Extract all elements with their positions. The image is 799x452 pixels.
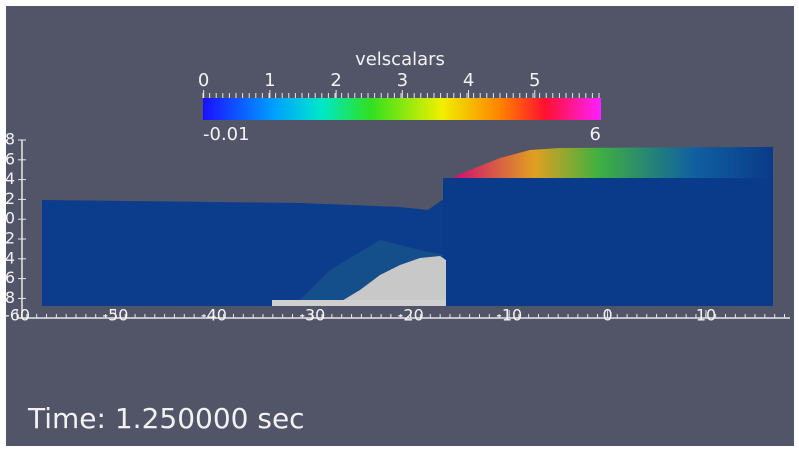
x-tick-label: -50 — [102, 306, 128, 325]
water-right — [443, 178, 773, 306]
x-tick-label: 0 — [602, 306, 612, 325]
x-tick-label: -60 — [4, 306, 30, 325]
y-tick-label: 4 — [5, 169, 15, 188]
x-tick-label: 10 — [696, 306, 716, 325]
y-tick-label: 0 — [5, 209, 15, 228]
y-tick-label: 6 — [5, 149, 15, 168]
y-tick-label: 8 — [5, 130, 15, 149]
x-tick-label: -30 — [299, 306, 325, 325]
colorbar-title: velscalars — [355, 49, 445, 70]
x-tick-label: -20 — [398, 306, 424, 325]
time-label: Time: 1.250000 sec — [27, 402, 305, 435]
colorbar-tick-label: 0 — [198, 70, 209, 91]
colorbar-max-label: 6 — [590, 124, 601, 145]
colorbar-tick-label: 2 — [330, 70, 341, 91]
colorbar-tick-label: 5 — [529, 70, 540, 91]
viewport: velscalars Time: 1.250000 sec 0 1 2 3 4 5 -0.0… — [0, 0, 799, 452]
y-tick-label: 4 — [5, 248, 15, 267]
colorbar-tick-label: 4 — [463, 70, 474, 91]
colorbar-min-label: -0.01 — [203, 124, 250, 145]
colorbar — [203, 98, 601, 120]
y-tick-label: 6 — [5, 268, 15, 287]
y-tick-label: 2 — [5, 229, 15, 248]
x-tick-label: -10 — [496, 306, 522, 325]
colorbar-tick-label: 1 — [264, 70, 275, 91]
x-tick-label: -40 — [201, 306, 227, 325]
y-tick-label: 8 — [5, 288, 15, 307]
colorbar-tick-label: 3 — [397, 70, 408, 91]
y-tick-label: 2 — [5, 189, 15, 208]
